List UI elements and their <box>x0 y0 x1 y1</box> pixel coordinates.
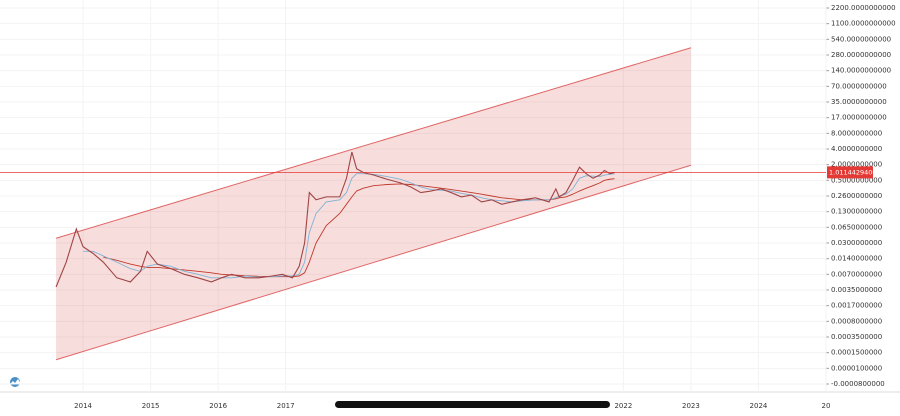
series-line <box>83 173 615 279</box>
x-tick-label: 2023 <box>682 402 700 410</box>
x-tick-label: 2022 <box>614 402 632 410</box>
x-tick-label: 2016 <box>209 402 227 410</box>
y-tick-label: 2.0000000000 <box>831 161 882 169</box>
x-tick-label: 2017 <box>277 402 295 410</box>
y-tick-label: 4.0000000000 <box>831 145 882 153</box>
x-tick-label: 2015 <box>142 402 160 410</box>
y-tick-label: 0.0003500000 <box>831 333 882 341</box>
last-price-label: 1.0114429400 <box>829 168 877 176</box>
y-tick-label: 2200.0000000000 <box>831 4 896 12</box>
channel-area <box>56 47 691 360</box>
y-tick-label: 0.5000000000 <box>831 176 882 184</box>
series-line <box>103 178 615 278</box>
y-tick-label: 0.2600000000 <box>831 192 882 200</box>
last-price-box <box>827 166 873 179</box>
y-tick-label: 0.0001500000 <box>831 349 882 357</box>
y-tick-label: 0.0300000000 <box>831 239 882 247</box>
y-tick-label: -0.0000800000 <box>831 380 885 388</box>
x-tick-label: 2014 <box>74 402 92 410</box>
y-tick-label: 140.0000000000 <box>831 67 891 75</box>
y-tick-label: 1100.0000000000 <box>831 20 896 28</box>
y-tick-label: 0.0140000000 <box>831 255 882 263</box>
y-tick-label: 0.0650000000 <box>831 223 882 231</box>
y-tick-label: 0.0035000000 <box>831 286 882 294</box>
x-tick-label: 20 <box>822 402 831 410</box>
y-tick-label: 0.1300000000 <box>831 208 882 216</box>
y-tick-label: 0.0000100000 <box>831 364 882 372</box>
y-tick-label: 35.0000000000 <box>831 98 887 106</box>
scrollbar[interactable] <box>335 401 610 408</box>
y-tick-label: 8.0000000000 <box>831 129 882 137</box>
channel-lower <box>55 164 692 361</box>
y-tick-label: 0.0008000000 <box>831 317 882 325</box>
series-line <box>55 151 615 288</box>
y-tick-label: 0.0017000000 <box>831 302 882 310</box>
y-tick-label: 280.0000000000 <box>831 51 891 59</box>
y-tick-label: 17.0000000000 <box>831 114 887 122</box>
y-tick-label: 540.0000000000 <box>831 35 891 43</box>
channel-upper <box>55 47 692 239</box>
y-tick-label: 0.0070000000 <box>831 270 882 278</box>
x-tick-label: 2024 <box>750 402 768 410</box>
y-tick-label: 70.0000000000 <box>831 82 887 90</box>
